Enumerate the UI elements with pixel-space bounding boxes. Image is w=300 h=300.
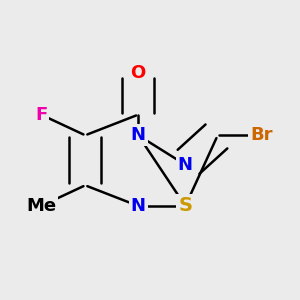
Text: N: N [178,156,193,174]
Text: Br: Br [250,126,273,144]
Text: N: N [131,126,146,144]
Text: F: F [35,106,47,124]
Text: N: N [131,197,146,215]
Text: S: S [178,196,192,215]
Text: Me: Me [26,197,56,215]
Text: O: O [130,64,146,82]
